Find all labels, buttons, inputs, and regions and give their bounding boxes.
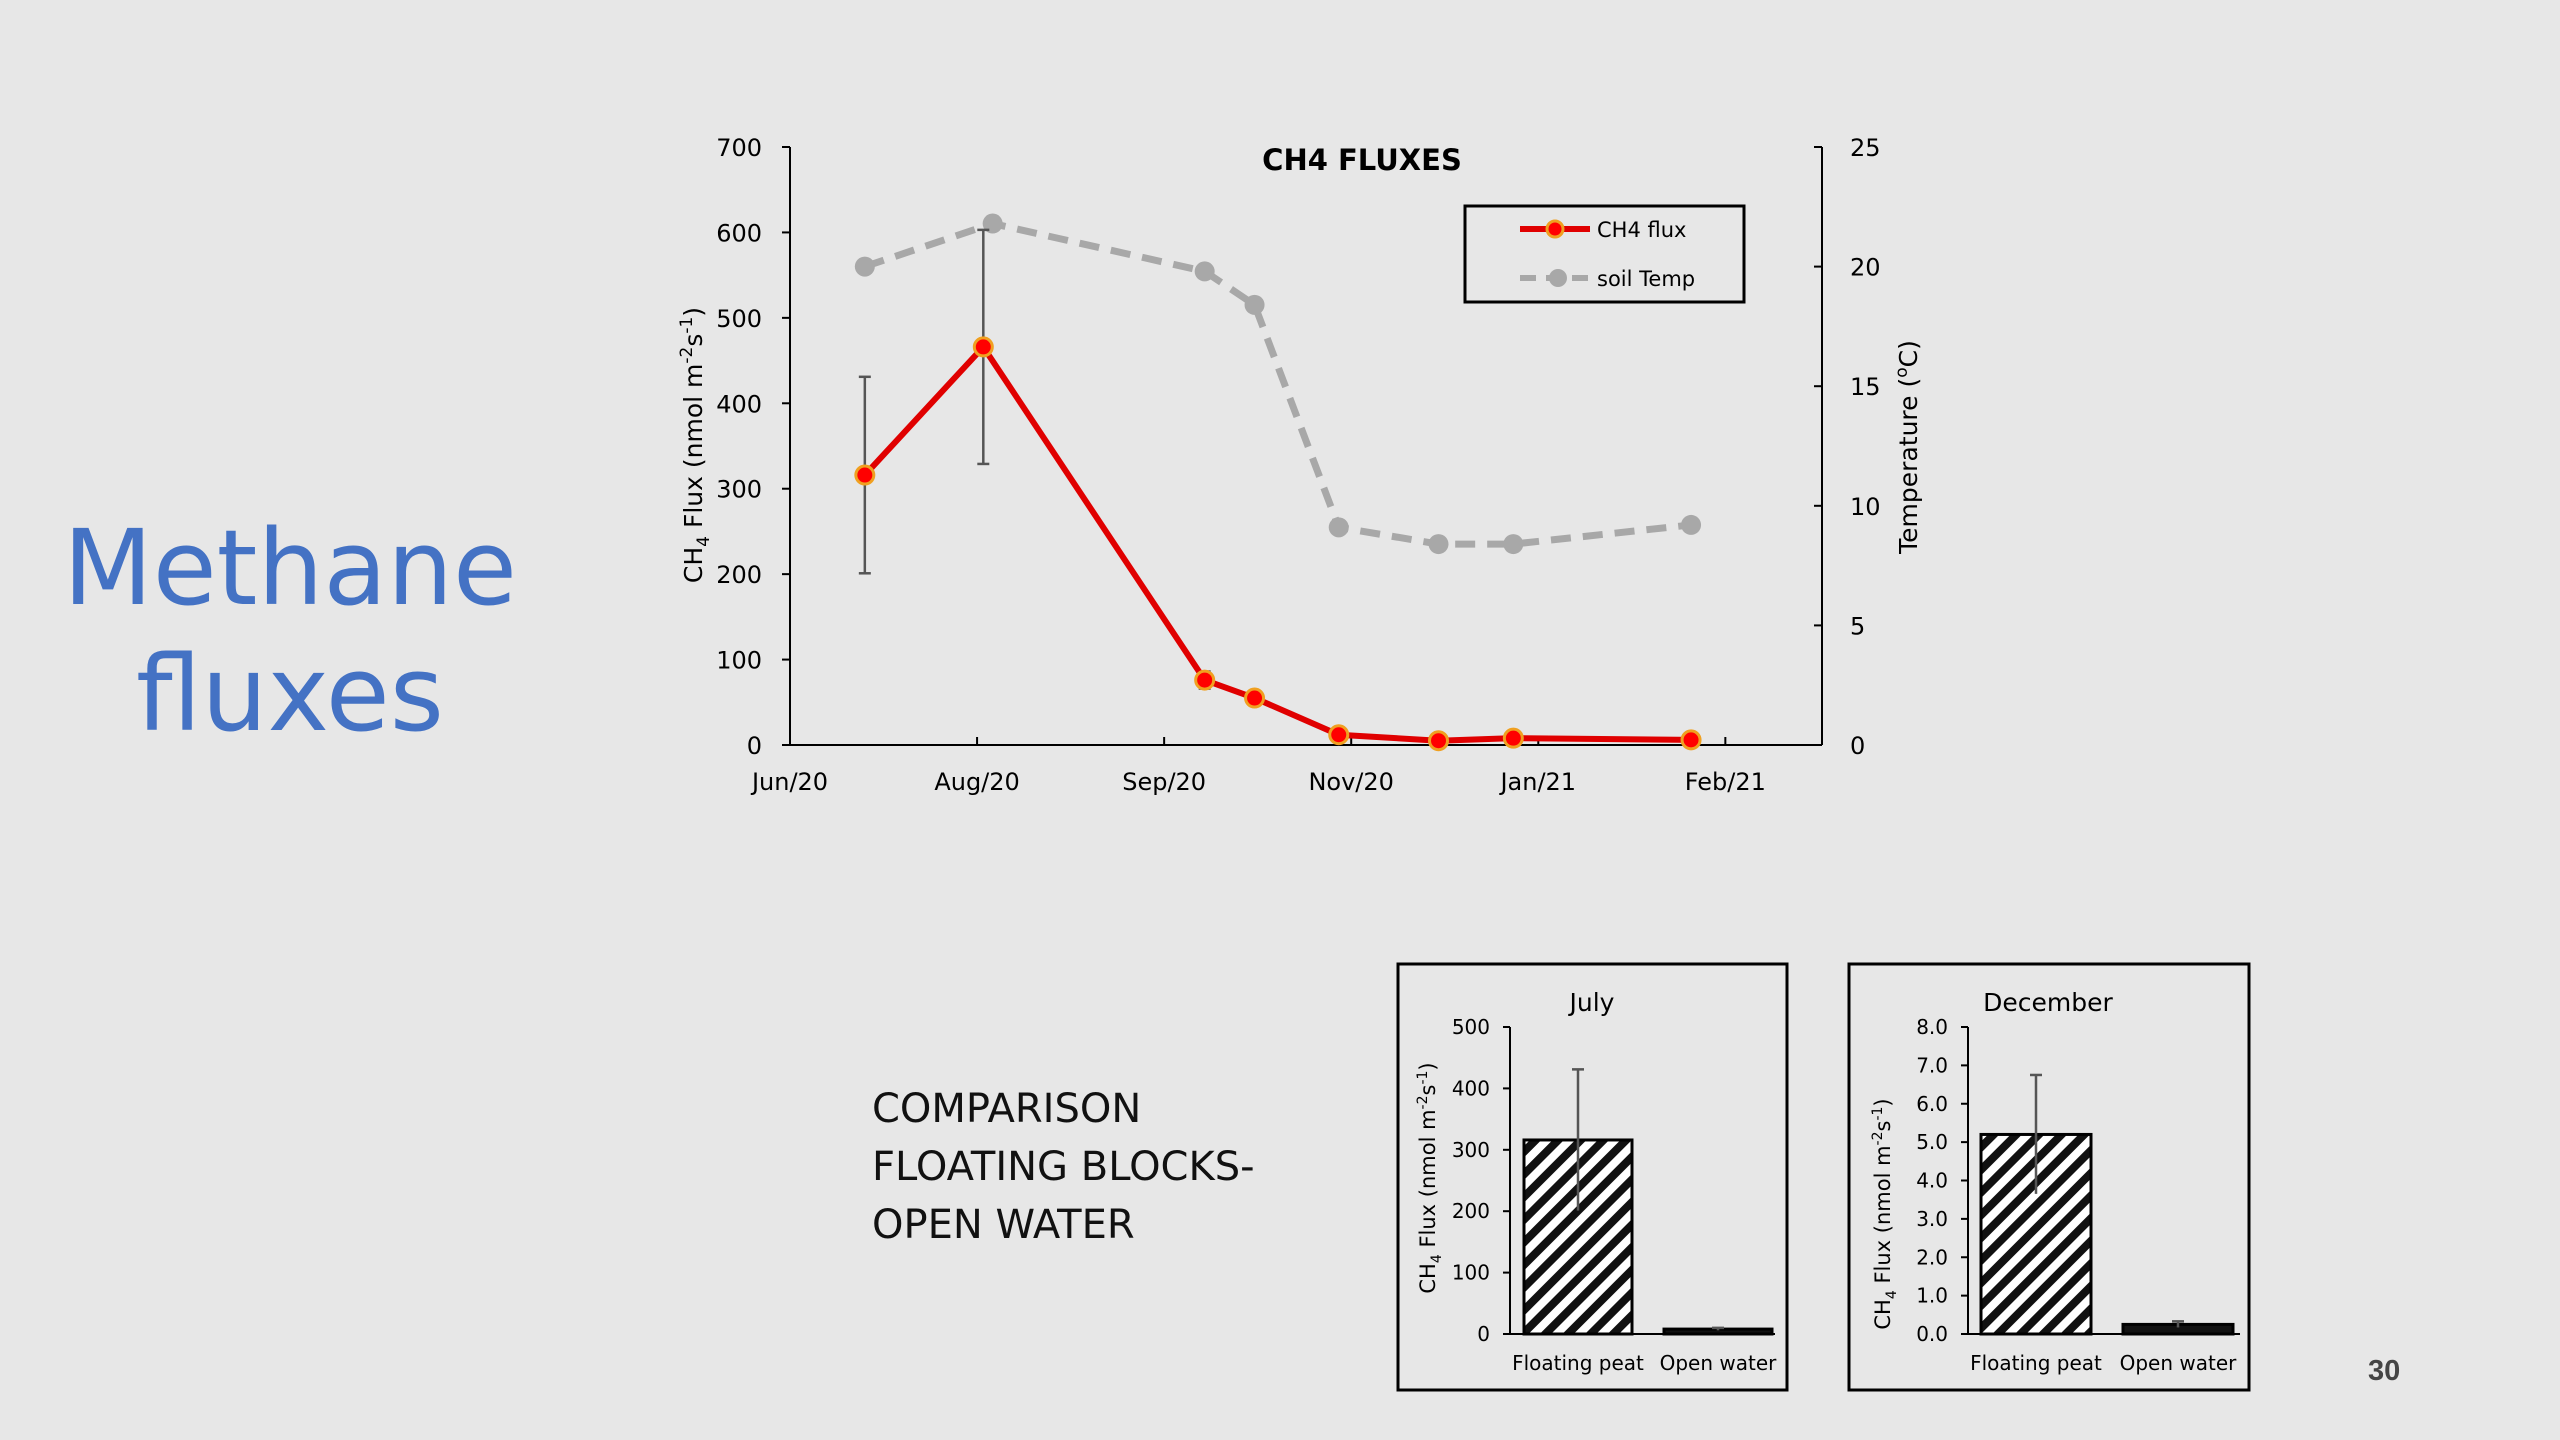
ch4-flux-point (1244, 687, 1266, 709)
x-tick-label: Feb/21 (1685, 768, 1766, 796)
y-tick-label: 0 (747, 732, 762, 760)
x-tick-label: Sep/20 (1122, 768, 1206, 796)
december-bar-chart: December CH4 Flux (nmol m-2s-1) 0.0 1.0 2.… (1847, 962, 2251, 1392)
slide-title-line-2: fluxes (136, 633, 444, 755)
y2-tick-label: 20 (1850, 254, 1881, 282)
july-y-tick-label: 500 (1452, 1015, 1490, 1039)
y-tick-label: 700 (716, 134, 762, 162)
july-bar-chart: July CH4 Flux (nmol m-2s-1) 0 100 200 300 40… (1396, 962, 1789, 1392)
comparison-line-1: COMPARISON (872, 1086, 1142, 1132)
ch4-flux-point (1194, 669, 1216, 691)
december-y-tick-label: 6.0 (1916, 1092, 1948, 1116)
ch4-flux-point (972, 336, 994, 358)
december-y-tick-label: 1.0 (1916, 1284, 1948, 1308)
soil-temp-point (982, 213, 1003, 234)
ch4-flux-point (1428, 730, 1450, 752)
december-y-tick-label: 2.0 (1916, 1245, 1948, 1269)
december-title: December (1983, 988, 2113, 1017)
july-y-tick-label: 200 (1452, 1199, 1490, 1223)
chart-legend: CH4 flux soil Temp (1463, 204, 1746, 304)
x-tick-label: Jun/20 (750, 768, 828, 796)
soil-temp-point (1428, 534, 1449, 555)
july-y-axis-label: CH4 Flux (nmol m-2s-1) (1415, 1062, 1445, 1293)
soil-temp-point (854, 256, 875, 277)
december-y-tick-label: 5.0 (1916, 1130, 1948, 1154)
y-tick-label: 600 (716, 219, 762, 247)
december-category-label: Floating peat (1970, 1351, 2102, 1375)
chart-series (854, 213, 1702, 752)
december-frame (1847, 962, 2251, 1392)
july-y-tick-label: 0 (1477, 1322, 1490, 1346)
y-tick-label: 500 (716, 305, 762, 333)
y-axis-label: CH4 Flux (nmol m-2s-1) (677, 307, 714, 583)
december-category-label: Open water (2120, 1351, 2238, 1375)
legend-temp-label: soil Temp (1597, 267, 1695, 291)
y-tick-label: 100 (716, 647, 762, 675)
december-axes: 0.0 1.0 2.0 3.0 4.0 5.0 6.0 7.0 8.0 Floating peat… (1916, 1015, 2240, 1375)
y2-tick-label: 5 (1850, 612, 1865, 640)
december-y-tick-label: 0.0 (1916, 1322, 1948, 1346)
y2-axis-label: Temperature (oC) (1892, 340, 1923, 555)
x-tick-label: Nov/20 (1308, 768, 1393, 796)
x-tick-label: Aug/20 (934, 768, 1020, 796)
december-y-tick-label: 4.0 (1916, 1169, 1948, 1193)
soil-temp-point (1244, 294, 1265, 315)
july-y-tick-label: 300 (1452, 1138, 1490, 1162)
ch4-flux-point (1680, 729, 1702, 751)
december-y-axis-label: CH4 Flux (nmol m-2s-1) (1870, 1098, 1900, 1329)
soil-temp-line (863, 219, 1692, 548)
soil-temp-point (1503, 534, 1524, 555)
december-y-tick-label: 3.0 (1916, 1207, 1948, 1231)
comparison-line-2: FLOATING BLOCKS- (872, 1144, 1255, 1190)
page-number: 30 (2368, 1355, 2401, 1387)
legend-temp-marker (1549, 269, 1567, 287)
july-category-label: Open water (1660, 1351, 1778, 1375)
x-tick-label: Jan/21 (1498, 768, 1576, 796)
ch4-flux-point (1502, 727, 1524, 749)
legend-ch4-label: CH4 flux (1597, 218, 1686, 242)
ch4-flux-point (854, 464, 876, 486)
december-y-tick-label: 8.0 (1916, 1015, 1948, 1039)
soil-temp-point (1194, 261, 1215, 282)
slide-title: Methane fluxes (40, 505, 540, 757)
chart-title: CH4 FLUXES (1262, 143, 1462, 177)
ch4-flux-line (862, 342, 1692, 744)
y-tick-label: 200 (716, 561, 762, 589)
slide-title-line-1: Methane (62, 507, 518, 629)
december-y-tick-label: 7.0 (1916, 1053, 1948, 1077)
legend-ch4-marker (1545, 219, 1565, 239)
y-tick-label: 400 (716, 390, 762, 418)
july-bars (1522, 1068, 1774, 1336)
chart-axes: 0 100 200 300 400 500 600 700 0 5 10 15 20 25 Jun/20 Au… (716, 134, 1880, 796)
ch4-flux-point (1328, 724, 1350, 746)
july-category-label: Floating peat (1512, 1351, 1644, 1375)
y-tick-label: 300 (716, 476, 762, 504)
y2-tick-label: 10 (1850, 493, 1881, 521)
soil-temp-point (1681, 514, 1702, 535)
soil-temp-point (1328, 517, 1349, 538)
july-frame (1396, 962, 1789, 1392)
comparison-line-3: OPEN WATER (872, 1202, 1135, 1248)
y2-tick-label: 15 (1850, 373, 1881, 401)
y2-tick-label: 0 (1850, 732, 1865, 760)
july-y-tick-label: 100 (1452, 1261, 1490, 1285)
july-axes: 0 100 200 300 400 500 Floating peat Open water (1452, 1015, 1777, 1375)
y2-tick-label: 25 (1850, 134, 1881, 162)
legend-box (1463, 204, 1746, 304)
december-bars (1979, 1073, 2235, 1336)
comparison-caption: COMPARISON FLOATING BLOCKS- OPEN WATER (872, 1080, 1292, 1254)
july-y-tick-label: 400 (1452, 1076, 1490, 1100)
july-title: July (1568, 988, 1615, 1017)
